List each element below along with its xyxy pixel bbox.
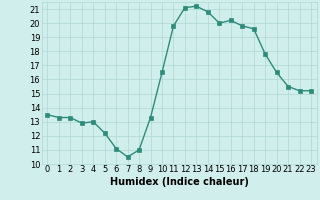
X-axis label: Humidex (Indice chaleur): Humidex (Indice chaleur) [110, 177, 249, 187]
